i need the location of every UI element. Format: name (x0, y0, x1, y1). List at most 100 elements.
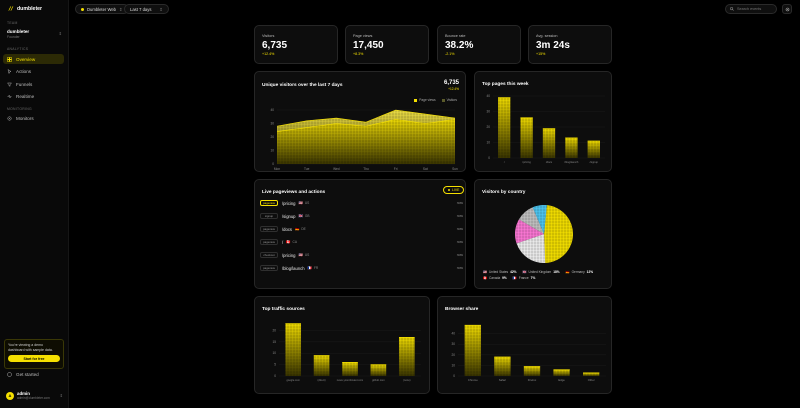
bar-texture (523, 366, 541, 376)
x-tick-label: Chrome (468, 378, 478, 382)
stat-change: +12.4% (262, 52, 275, 56)
event-path: /signup (282, 213, 296, 219)
card-title: Top traffic sources (262, 307, 305, 312)
sidebar-item-monitors[interactable]: Monitors (3, 113, 64, 123)
sidebar-item-label: Actions (16, 68, 32, 74)
team-name: dumbleter (7, 29, 30, 34)
x-tick-label: (none) (403, 378, 411, 382)
event-path: /pricing (282, 200, 296, 206)
stat-value: 3m 24s (536, 40, 570, 51)
y-tick-label: 20 (486, 125, 490, 129)
x-tick-label: Safari (499, 378, 507, 382)
visitors-area-chart: 0 10 20 30 40 Mon Tue Wed Thu Fri Sat Sun (270, 108, 458, 171)
flag-icon: 🇩🇪 (295, 227, 300, 231)
sidebar-item-overview[interactable]: Overview (3, 54, 64, 64)
pie-legend-item: 🇨🇦 Canada 9% (483, 276, 507, 280)
country-code: US (304, 201, 310, 205)
team-switcher[interactable]: dumbleter Founder ⇕ (7, 29, 62, 39)
bar-texture (398, 337, 415, 376)
country-name: United States (488, 270, 509, 274)
pie-slice-texture (516, 234, 546, 263)
x-tick-label: /blog/launch (564, 160, 579, 164)
countries-card: Visitors by country 🇺🇸 United States 42% 🇬🇧… (474, 179, 612, 289)
stat-card-pageviews: Page views 17,450 +8.3% (345, 25, 429, 64)
top-pages-card: Top pages this week 0 10 20 30 40 / /pricing/d… (474, 71, 612, 172)
x-tick-label: Mon (274, 167, 280, 171)
date-range-selector[interactable]: Last 7 days ⇕ (124, 4, 169, 14)
x-tick-label: github.com (372, 378, 385, 382)
sidebar: dumbleter TEAM dumbleter Founder ⇕ ANALY… (0, 0, 69, 408)
event-time: now (456, 214, 463, 218)
stat-label: Page views (353, 34, 373, 38)
site-selector[interactable]: Dumbleter Web ⇕ (75, 4, 129, 14)
site-name: Dumbleter Web (87, 6, 117, 12)
y-tick-label: 0 (274, 374, 276, 378)
get-started-label: Get started (16, 372, 39, 377)
sidebar-item-label: Overview (16, 56, 36, 62)
list-item[interactable]: pageview / 🇨🇦 CA now (260, 238, 463, 246)
list-item[interactable]: pageview/pricing 🇺🇸 US now (260, 199, 463, 207)
list-item[interactable]: pageview/blog/launch 🇫🇷 FR now (260, 264, 463, 272)
x-tick-label: Sat (423, 167, 428, 171)
chevron-updown-icon: ⇕ (119, 6, 123, 12)
y-tick-label: 0 (453, 374, 455, 378)
user-menu[interactable]: A admin admin@dumbleter.com ⇕ (6, 391, 63, 400)
x-tick-label: news.ycombinator.com (337, 378, 363, 382)
flag-icon: 🇬🇧 (298, 214, 303, 218)
team-section-label: TEAM (7, 21, 18, 25)
flag-icon: 🇨🇦 (483, 276, 487, 280)
country-code: DE (301, 227, 306, 231)
event-time: now (456, 201, 463, 205)
stat-label: Avg. session (536, 34, 558, 38)
pie-slice-texture (515, 219, 544, 244)
pie-legend-item: 🇬🇧 United Kingdom 18% (523, 270, 560, 274)
date-range-label: Last 7 days (130, 6, 152, 12)
bar-texture (498, 97, 511, 158)
list-item[interactable]: pageview/docs 🇩🇪 DE now (260, 225, 463, 233)
pie-legend-item: 🇩🇪 Germany 12% (566, 270, 593, 274)
y-tick-label: 10 (270, 149, 274, 153)
pie-slice-texture (518, 207, 544, 234)
search-input[interactable]: Search events (725, 4, 777, 14)
event-type-badge: pageview (260, 200, 278, 206)
countries-pie-chart (515, 205, 573, 263)
flag-icon: 🇫🇷 (307, 266, 312, 270)
monitor-icon (7, 116, 12, 120)
bar-texture (370, 364, 387, 376)
pie-legend: 🇺🇸 United States 42% 🇬🇧 United Kingdom 18% 🇩🇪 G… (483, 270, 607, 280)
pie-legend-item: 🇫🇷 France 7% (513, 276, 536, 280)
start-free-button[interactable]: Start for free (8, 355, 60, 362)
live-feed-list: pageview/pricing 🇺🇸 US now signup/signup 🇬🇧 GB… (254, 179, 466, 289)
stat-change: -2.1% (445, 52, 455, 56)
user-email: admin@dumbleter.com (17, 396, 50, 400)
user-name: admin (17, 391, 30, 396)
card-title: Top pages this week (482, 82, 529, 87)
settings-button[interactable] (782, 4, 792, 14)
list-item[interactable]: checkout/pricing 🇺🇸 US now (260, 251, 463, 259)
chart-legend: Page views Visitors (414, 98, 457, 102)
app-logo[interactable]: dumbleter (7, 5, 42, 12)
card-title: Browser share (445, 307, 479, 312)
country-name: Germany (571, 270, 585, 274)
card-title: Live pageviews and actions (262, 190, 326, 195)
y-tick-label: 10 (486, 141, 490, 145)
country-code: US (304, 253, 310, 257)
y-tick-label: 10 (451, 363, 455, 367)
country-code: FR (313, 266, 319, 270)
event-time: now (456, 253, 463, 257)
sidebar-item-funnels[interactable]: Funnels (3, 79, 64, 89)
sidebar-item-actions[interactable]: Actions (3, 66, 64, 76)
event-type-badge: checkout (260, 252, 278, 258)
live-dot (448, 189, 450, 191)
grid-icon (7, 56, 12, 62)
y-tick-label: 15 (272, 340, 276, 344)
visitors-total: 6,735 (443, 80, 459, 86)
pie-slice-texture (544, 205, 573, 263)
flag-icon: 🇺🇸 (298, 201, 303, 205)
country-pct: 12% (586, 270, 594, 274)
list-item[interactable]: signup/signup 🇬🇧 GB now (260, 212, 463, 220)
get-started-link[interactable]: Get started (3, 372, 39, 377)
y-tick-label: 40 (451, 332, 455, 336)
card-title: Unique visitors over the last 7 days (262, 83, 343, 88)
sidebar-item-realtime[interactable]: Realtime (3, 91, 64, 101)
